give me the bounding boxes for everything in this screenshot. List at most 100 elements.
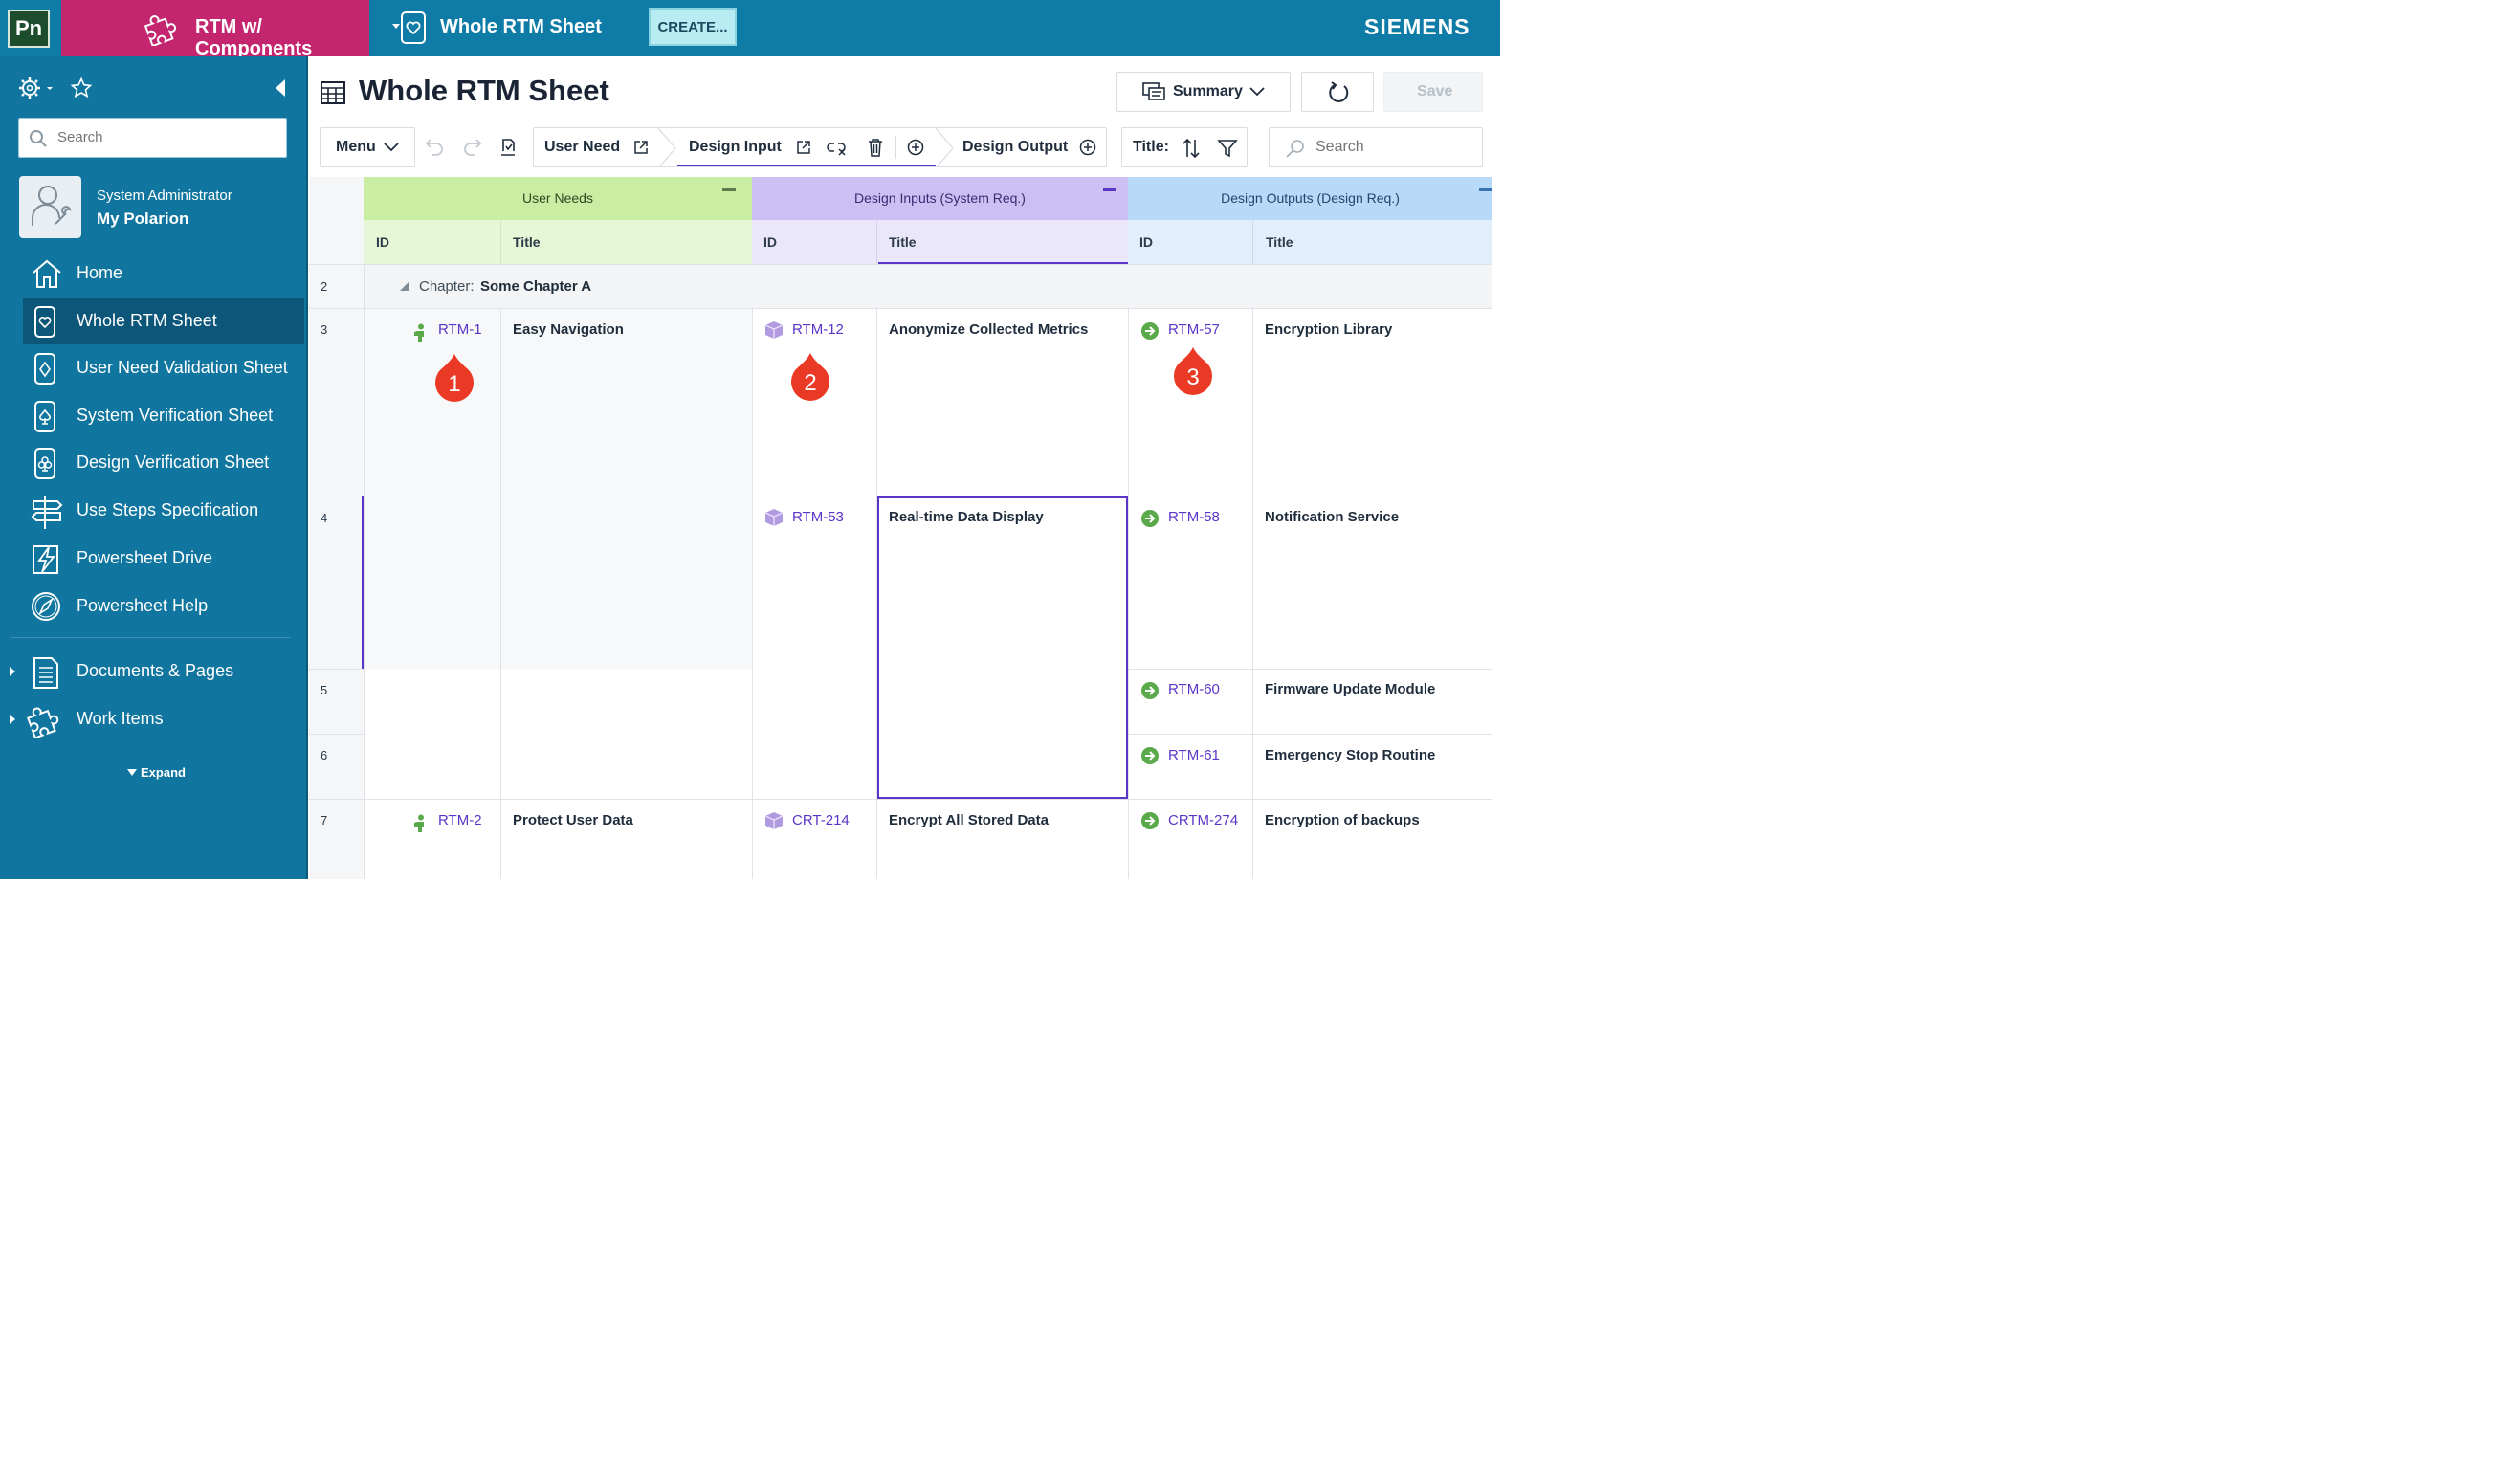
design-output-title[interactable]: Firmware Update Module — [1265, 681, 1436, 697]
callout-badge-2: 2 — [789, 351, 831, 407]
menu-dropdown[interactable]: Menu — [320, 127, 415, 167]
row-number: 4 — [321, 511, 328, 525]
design-output-title[interactable]: Notification Service — [1265, 509, 1400, 525]
sidebar-item-powersheet-drive[interactable]: Powersheet Drive — [23, 536, 304, 582]
unlink-icon[interactable] — [827, 139, 848, 156]
design-input-id-link[interactable]: RTM-12 — [792, 321, 844, 338]
crumb-label: Design Input — [689, 139, 782, 155]
grid-line — [752, 308, 753, 879]
sidebar-section-documents-pages[interactable]: Documents & Pages — [10, 649, 304, 694]
undo-icon[interactable] — [424, 137, 445, 158]
chevron-down-icon — [127, 769, 137, 776]
avatar[interactable] — [19, 176, 81, 238]
crumb-design-input[interactable]: Design Input — [677, 128, 936, 166]
design-input-id-link[interactable]: CRT-214 — [792, 812, 850, 828]
collapse-chapter-icon[interactable] — [400, 282, 409, 291]
design-output-title[interactable]: Encryption of backups — [1265, 812, 1420, 828]
user-need-title[interactable]: Protect User Data — [513, 812, 633, 828]
summary-dropdown[interactable]: Summary — [1116, 72, 1291, 112]
table-icon — [321, 81, 345, 104]
refresh-button[interactable] — [1301, 72, 1374, 112]
trash-icon[interactable] — [867, 138, 884, 157]
design-output-title[interactable]: Emergency Stop Routine — [1265, 747, 1436, 763]
sidebar-item-home[interactable]: Home — [23, 251, 304, 297]
collapse-group-icon[interactable] — [1479, 188, 1492, 191]
collapse-group-icon[interactable] — [1103, 188, 1116, 191]
expand-arrow-icon[interactable] — [10, 715, 15, 724]
star-icon[interactable] — [71, 77, 92, 99]
col-divider — [876, 220, 877, 264]
open-external-icon[interactable] — [796, 140, 811, 155]
sidebar-item-use-steps-specification[interactable]: Use Steps Specification — [23, 488, 304, 534]
design-input-id-link[interactable]: RTM-53 — [792, 509, 844, 525]
sidebar-section-label: Work Items — [77, 709, 164, 728]
col-title-header[interactable]: Title — [889, 234, 917, 250]
col-id-header[interactable]: ID — [1139, 234, 1153, 250]
project-selector[interactable]: RTM w/ Components — [61, 0, 400, 59]
sidebar-item-whole-rtm-sheet[interactable]: Whole RTM Sheet — [23, 298, 304, 344]
sidebar-search[interactable] — [18, 118, 287, 158]
row-number-column — [309, 264, 364, 879]
design-output-title[interactable]: Encryption Library — [1265, 321, 1393, 338]
design-input-title[interactable]: Anonymize Collected Metrics — [889, 321, 1089, 338]
col-title-header[interactable]: Title — [513, 234, 541, 250]
col-id-header[interactable]: ID — [763, 234, 777, 250]
design-input-title[interactable]: Real-time Data Display — [889, 509, 1044, 525]
sidebar-item-powersheet-help[interactable]: Powersheet Help — [23, 584, 304, 629]
add-circle-icon[interactable] — [907, 139, 924, 156]
callout-number: 2 — [804, 370, 817, 396]
design-input-title[interactable]: Encrypt All Stored Data — [889, 812, 1049, 828]
collapse-sidebar-icon[interactable] — [274, 78, 287, 98]
export-icon[interactable] — [497, 137, 519, 160]
sidebar-item-system-verification-sheet[interactable]: System Verification Sheet — [23, 393, 304, 439]
crumb-separator — [935, 128, 954, 166]
polarion-logo[interactable]: Pn — [8, 10, 50, 48]
gear-icon[interactable] — [17, 76, 54, 100]
sidebar-item-user-need-validation-sheet[interactable]: User Need Validation Sheet — [23, 345, 304, 391]
design-output-id-link[interactable]: RTM-57 — [1168, 321, 1220, 338]
user-need-merged-cell[interactable] — [364, 308, 752, 669]
grid-search-input[interactable] — [1314, 138, 1471, 157]
crumb-user-need[interactable]: User Need — [534, 128, 662, 166]
expand-arrow-icon[interactable] — [10, 667, 15, 676]
grid-line — [309, 799, 1492, 800]
expand-link[interactable]: Expand — [141, 765, 186, 780]
sort-indicator — [878, 262, 1128, 264]
selected-cell[interactable] — [877, 496, 1128, 799]
sidebar-item-label: Home — [77, 263, 123, 282]
design-output-id-link[interactable]: CRTM-274 — [1168, 812, 1239, 828]
design-output-id-link[interactable]: RTM-60 — [1168, 681, 1220, 697]
collapse-group-icon[interactable] — [722, 188, 736, 191]
add-circle-icon[interactable] — [1079, 139, 1096, 156]
col-id-header[interactable]: ID — [376, 234, 389, 250]
save-button[interactable]: Save — [1383, 72, 1483, 112]
grid-search[interactable] — [1269, 127, 1483, 167]
my-polarion-link[interactable]: My Polarion — [97, 209, 189, 228]
callout-drop-shape — [435, 354, 474, 402]
design-output-icon — [1141, 322, 1159, 340]
redo-icon[interactable] — [462, 137, 483, 158]
user-need-id-link[interactable]: RTM-1 — [438, 321, 482, 338]
component-cube-icon — [764, 509, 784, 526]
sidebar-item-design-verification-sheet[interactable]: Design Verification Sheet — [23, 440, 304, 486]
compass-icon — [32, 592, 60, 621]
user-need-id-link[interactable]: RTM-2 — [438, 812, 482, 828]
user-need-title[interactable]: Easy Navigation — [513, 321, 624, 338]
grid-line — [1128, 669, 1492, 670]
filter-icon[interactable] — [1217, 139, 1238, 158]
save-label: Save — [1417, 83, 1453, 99]
design-output-id-link[interactable]: RTM-58 — [1168, 509, 1220, 525]
sidebar-search-input[interactable] — [55, 128, 276, 146]
col-header-design-outputs: ID Title — [1128, 220, 1492, 264]
sort-icon[interactable] — [1182, 138, 1201, 159]
design-output-icon — [1141, 682, 1159, 699]
create-button[interactable]: CREATE... — [649, 8, 737, 46]
grid-line — [1128, 308, 1129, 879]
open-external-icon[interactable] — [633, 140, 649, 155]
crumb-design-output[interactable]: Design Output — [955, 128, 1106, 166]
sidebar-section-work-items[interactable]: Work Items — [10, 696, 304, 742]
design-output-id-link[interactable]: RTM-61 — [1168, 747, 1220, 763]
col-title-header[interactable]: Title — [1266, 234, 1293, 250]
summary-icon — [1142, 82, 1165, 100]
chapter-row[interactable]: Chapter: Some Chapter A — [364, 264, 1492, 308]
